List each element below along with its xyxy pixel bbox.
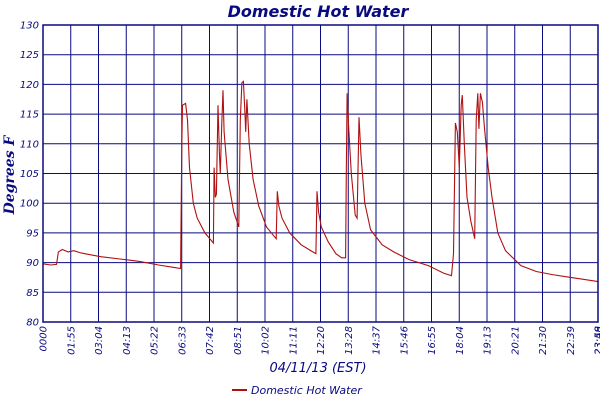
y-tick-label: 125 xyxy=(20,50,39,61)
y-tick-label: 85 xyxy=(26,288,39,299)
y-tick-label: 115 xyxy=(20,110,39,121)
x-tick-label: 11:11 xyxy=(288,326,299,355)
y-tick-label: 100 xyxy=(20,199,39,210)
y-axis-label: Degrees F xyxy=(2,135,18,216)
x-tick-label: 16:55 xyxy=(427,326,438,355)
x-tick-labels: 0000 01:55 03:04 04:13 05:22 06:33 07:42 08:51 1… xyxy=(39,325,600,354)
x-tick-label: 18:04 xyxy=(455,326,466,355)
y-tick-label: 90 xyxy=(26,258,39,269)
grid xyxy=(43,24,598,323)
x-tick-label: 03:04 xyxy=(94,326,105,355)
x-axis-label: 04/11/13 (EST) xyxy=(269,361,366,376)
x-tick-label: 19:13 xyxy=(483,326,494,355)
plot-border xyxy=(42,24,599,323)
y-tick-label: 130 xyxy=(20,21,39,32)
y-tick-label: 105 xyxy=(20,169,39,180)
y-tick-label: 110 xyxy=(20,139,39,150)
x-tick-label: 12:20 xyxy=(316,326,327,355)
x-tick-label: 21:30 xyxy=(538,326,549,355)
x-tick-label: 15:46 xyxy=(399,326,410,355)
x-tick-label: 05:22 xyxy=(150,326,161,355)
series-line-domestic-hot-water xyxy=(42,80,599,283)
legend-label: Domestic Hot Water xyxy=(251,384,363,397)
chart-title: Domestic Hot Water xyxy=(228,2,410,21)
x-tick-label: 0000 xyxy=(39,326,50,351)
y-tick-label: 95 xyxy=(26,228,39,239)
x-tick-label: 07:42 xyxy=(205,326,216,355)
x-tick-label: 01:55 xyxy=(66,326,77,355)
x-tick-label: 23:48 xyxy=(594,326,600,355)
x-tick-label: 20:21 xyxy=(510,326,521,355)
x-tick-label: 06:33 xyxy=(177,326,188,355)
y-tick-labels: 80 85 90 95 100 105 110 115 120 125 130 xyxy=(20,21,39,329)
legend: Domestic Hot Water xyxy=(232,384,363,397)
x-tick-label: 13:28 xyxy=(344,326,355,355)
x-tick-label: 10:02 xyxy=(261,326,272,355)
y-tick-label: 80 xyxy=(26,318,39,329)
y-tick-label: 120 xyxy=(20,80,39,91)
x-tick-label: 14:37 xyxy=(372,325,383,354)
x-tick-label: 22:39 xyxy=(566,326,577,355)
x-tick-label: 04:13 xyxy=(122,326,133,355)
x-tick-label: 23:59 xyxy=(594,326,600,355)
x-tick-label: 08:51 xyxy=(233,326,244,355)
